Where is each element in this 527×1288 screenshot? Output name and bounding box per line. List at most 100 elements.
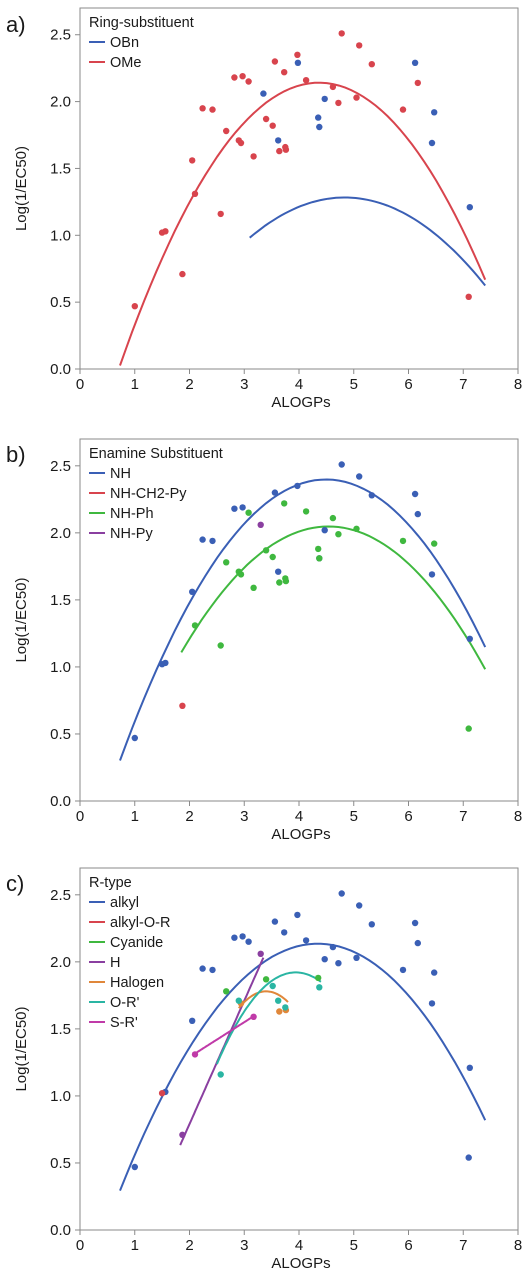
x-tick-label: 8 [514,808,522,825]
data-point [239,504,246,511]
data-point [431,969,438,976]
data-point [257,521,264,528]
data-points [131,30,473,310]
x-tick-label: 1 [131,376,139,393]
data-point [179,270,186,278]
legend-entry: NH-Py [110,526,153,542]
y-tick-label: 2.0 [50,94,71,111]
x-tick-label: 8 [514,1237,522,1254]
x-tick-label: 7 [459,808,467,825]
x-tick-label: 2 [185,376,193,393]
data-point [262,115,270,123]
fit-lines [119,81,487,366]
x-tick-label: 4 [295,808,303,825]
x-tick-label: 1 [131,808,139,825]
data-point [237,139,245,147]
y-tick-label: 0.0 [50,361,71,378]
data-point [294,51,301,58]
legend-title: R-type [89,875,132,891]
data-point [356,42,363,49]
x-axis-title: ALOGPs [271,394,330,411]
data-point [275,997,282,1004]
data-point [250,153,257,160]
fit-line-halogen [238,990,289,1009]
legend-title: Enamine Substituent [89,446,223,462]
data-point [315,114,322,121]
legend-entry: S-R' [110,1015,138,1031]
data-point [282,146,290,153]
data-point [262,976,270,983]
data-point [466,635,473,642]
data-point [414,939,421,947]
y-tick-label: 0.5 [50,294,71,311]
data-point [338,461,345,468]
data-point [131,734,138,742]
data-point [245,78,252,85]
data-point [316,555,323,562]
data-point [209,106,216,113]
chart-panel-b: b) 0 1 2 3 4 5 6 7 8 0.0 0.5 1.0 1.5 2.0 2.5 ALOGPs Log(… [0,430,527,859]
data-point [271,489,279,496]
data-point [368,60,375,68]
y-axis-title: Log(1/EC50) [13,146,30,231]
x-tick-label: 5 [350,376,358,393]
data-point [262,547,270,554]
legend-entry: Halogen [110,975,164,991]
data-point [302,508,310,515]
data-point [269,122,276,129]
x-axis-title: ALOGPs [271,1255,330,1272]
fit-line-nh-ph [180,525,487,670]
y-tick-label: 0.0 [50,793,71,810]
fit-line-alkyl [119,942,487,1191]
legend-entry: alkyl [110,895,139,911]
data-point [245,938,252,945]
y-tick-label: 1.5 [50,592,71,609]
data-point [316,984,323,991]
x-tick-label: 5 [350,808,358,825]
data-point [431,540,438,547]
x-tick-label: 3 [240,808,248,825]
data-point [335,960,342,967]
data-point [189,1017,196,1024]
fit-lines [119,478,487,761]
x-tick-label: 6 [404,808,412,825]
x-tick-label: 7 [459,376,467,393]
data-point [338,30,345,37]
panel-label: a) [6,12,26,37]
data-point [321,527,328,534]
data-point [231,934,238,941]
plot-frame [79,438,519,802]
data-point [399,537,407,545]
data-point [276,147,283,155]
x-tick-label: 6 [404,1237,412,1254]
data-point [235,997,242,1004]
data-point [223,127,230,135]
data-point [189,588,196,595]
data-point [466,1064,473,1071]
x-tick-label: 3 [240,376,248,393]
fit-line-ome [119,81,487,366]
data-point [431,109,438,116]
x-tick-label: 0 [76,1237,84,1254]
data-point [271,918,279,925]
data-point [245,509,252,516]
legend-entry: Cyanide [110,935,163,951]
plot-frame [79,7,519,370]
data-point [231,74,238,81]
x-tick-label: 7 [459,1237,467,1254]
data-point [223,988,230,995]
data-point [162,659,169,667]
data-point [321,95,328,103]
data-point [399,106,407,113]
data-point [335,531,342,538]
data-point [368,921,375,928]
y-tick-label: 2.5 [50,27,71,44]
data-point [269,982,276,990]
data-point [191,190,199,197]
data-point [353,94,360,101]
fit-line-obn [249,196,486,287]
data-point [131,1163,138,1171]
data-point [302,77,310,84]
x-tick-label: 0 [76,808,84,825]
data-point [428,139,436,147]
